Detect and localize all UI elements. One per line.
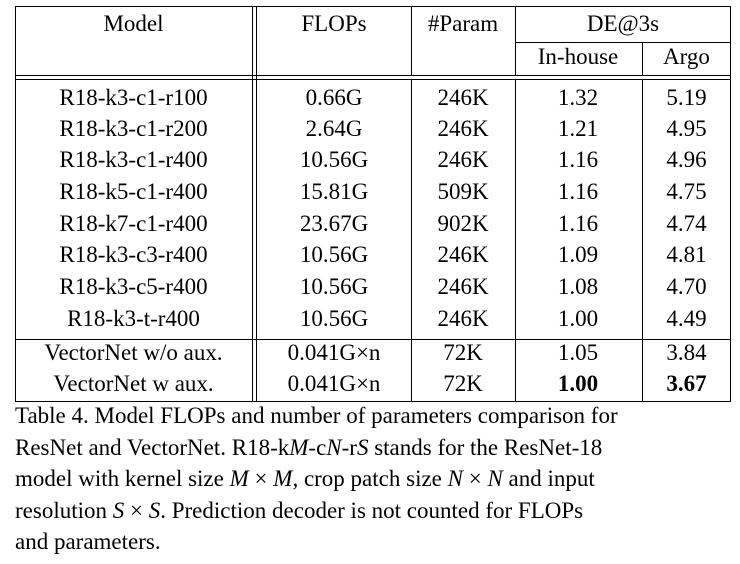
cell-flops: 0.66G [305, 85, 363, 110]
cell-argo: 4.96 [666, 147, 707, 172]
results-table: Model FLOPs #Param DE@3s In-house Argo R… [15, 6, 731, 402]
cell-flops: 0.041G×n [287, 340, 381, 365]
caption-line: and parameters. [15, 529, 161, 554]
cell-model: R18-k3-c3-r400 [59, 242, 208, 267]
cell-flops: 10.56G [299, 306, 369, 331]
cell-model: R18-k5-c1-r400 [59, 179, 208, 204]
caption-line: resolution S × S. Prediction decoder is … [15, 497, 584, 523]
cell-flops: 23.67G [299, 211, 369, 236]
cell-argo: 4.81 [666, 242, 707, 267]
header-inhouse: In-house [537, 44, 619, 69]
cell-inhouse-best: 1.00 [557, 371, 599, 396]
cell-argo-best: 3.67 [666, 371, 707, 396]
cell-argo: 4.95 [666, 116, 707, 141]
cell-argo: 3.84 [666, 340, 707, 365]
header-de3s: DE@3s [586, 11, 660, 36]
cell-model: R18-k3-t-r400 [67, 306, 200, 331]
cell-flops: 2.64G [305, 116, 363, 141]
caption-line: Table 4. Model FLOPs and number of param… [15, 403, 618, 428]
cell-argo: 4.49 [666, 306, 707, 331]
header-params: #Param [427, 11, 499, 36]
table-caption: Table 4. Model FLOPs and number of param… [15, 400, 731, 558]
cell-params: 902K [437, 211, 489, 236]
cell-params: 246K [437, 147, 489, 172]
cell-model: R18-k3-c1-r400 [59, 147, 208, 172]
cell-model: R18-k3-c1-r100 [59, 85, 208, 110]
cell-params: 246K [437, 85, 489, 110]
caption-line: ResNet and VectorNet. R18-kM-cN-rS stand… [15, 434, 603, 460]
cell-params: 246K [437, 306, 489, 331]
cell-inhouse: 1.16 [557, 179, 599, 204]
cell-inhouse: 1.32 [557, 85, 599, 110]
cell-argo: 5.19 [666, 85, 707, 110]
cell-params: 246K [437, 116, 489, 141]
cell-inhouse: 1.21 [557, 116, 599, 141]
cell-argo: 4.75 [666, 179, 707, 204]
cell-params: 509K [437, 179, 489, 204]
cell-flops: 10.56G [299, 147, 369, 172]
cell-flops: 0.041G×n [287, 371, 381, 396]
cell-params: 246K [437, 274, 489, 299]
cell-model: VectorNet w/o aux. [44, 340, 223, 365]
caption-line: model with kernel size M × M, crop patch… [15, 466, 595, 491]
cell-model: VectorNet w aux. [53, 371, 214, 396]
cell-flops: 10.56G [299, 274, 369, 299]
cell-inhouse: 1.00 [557, 306, 599, 331]
cell-model: R18-k3-c1-r200 [59, 116, 208, 141]
cell-inhouse: 1.08 [557, 274, 599, 299]
cell-flops: 15.81G [299, 179, 369, 204]
cell-model: R18-k7-c1-r400 [59, 211, 208, 236]
header-flops: FLOPs [301, 11, 367, 36]
header-model: Model [103, 11, 164, 36]
header-argo: Argo [663, 44, 710, 69]
cell-inhouse: 1.16 [557, 211, 599, 236]
cell-inhouse: 1.05 [557, 340, 599, 365]
cell-params: 72K [443, 371, 483, 396]
cell-model: R18-k3-c5-r400 [59, 274, 208, 299]
cell-argo: 4.70 [666, 274, 707, 299]
cell-flops: 10.56G [299, 242, 369, 267]
cell-inhouse: 1.09 [557, 242, 599, 267]
cell-params: 246K [437, 242, 489, 267]
cell-inhouse: 1.16 [557, 147, 599, 172]
cell-argo: 4.74 [666, 211, 707, 236]
cell-params: 72K [443, 340, 483, 365]
